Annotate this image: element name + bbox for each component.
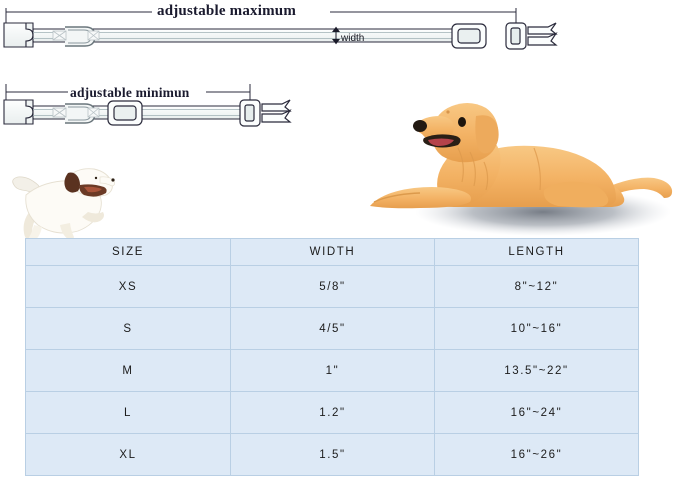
cell-length: 8"~12" [434,265,639,308]
slider-buckle-maximum [451,23,487,49]
retriever-ear [475,115,499,154]
cell-size: M [25,349,231,392]
table-row: XL 1.5" 16"~26" [25,433,639,476]
table-header-row: SIZE WIDTH LENGTH [25,238,639,266]
width-arrow [332,26,340,45]
retriever-fur-lines [457,147,541,191]
cell-length: 13.5"~22" [434,349,639,392]
retriever-paw-line [373,192,421,203]
cell-size: XS [25,265,231,308]
cell-width: 1" [230,349,435,392]
retriever-eye-icon [458,117,466,127]
dog-nose-icon [111,178,115,182]
adjustable-maximum-label: adjustable maximum [157,3,297,19]
end-buckle-minimum [239,99,292,127]
retriever-tongue [428,138,454,146]
adjustable-minimum-label: adjustable minimun [70,85,190,100]
cell-length: 16"~26" [434,433,639,476]
cell-size: L [25,391,231,434]
table-row: S 4/5" 10"~16" [25,307,639,350]
retriever-tail [610,177,673,198]
width-annotation-label: width [341,33,365,44]
slider-buckle-minimum [107,100,143,126]
table-row: L 1.2" 16"~24" [25,391,639,434]
size-chart-table: SIZE WIDTH LENGTH XS 5/8" 8"~12" S 4/5" … [25,238,639,476]
cell-width: 4/5" [230,307,435,350]
header-width: WIDTH [230,238,435,266]
running-dog-illustration [12,168,116,242]
header-size: SIZE [25,238,231,266]
table-row: XS 5/8" 8"~12" [25,265,639,308]
stitching-maximum [52,30,100,41]
golden-retriever-illustration [370,102,673,236]
stitching-minimum [52,107,100,118]
retriever-hind-leg [543,181,609,208]
cell-width: 1.5" [230,433,435,476]
running-dog-body [12,168,116,242]
cell-length: 16"~24" [434,391,639,434]
retriever-front-paws [370,187,471,209]
table-row: M 1" 13.5"~22" [25,349,639,392]
cell-length: 10"~16" [434,307,639,350]
cell-size: S [25,307,231,350]
end-buckle-maximum [505,22,558,50]
cell-size: XL [25,433,231,476]
retriever-brow [446,110,450,114]
dog-eye-icon [94,176,98,180]
cell-width: 5/8" [230,265,435,308]
retriever-nose-icon [413,120,427,132]
header-length: LENGTH [434,238,639,266]
cell-width: 1.2" [230,391,435,434]
